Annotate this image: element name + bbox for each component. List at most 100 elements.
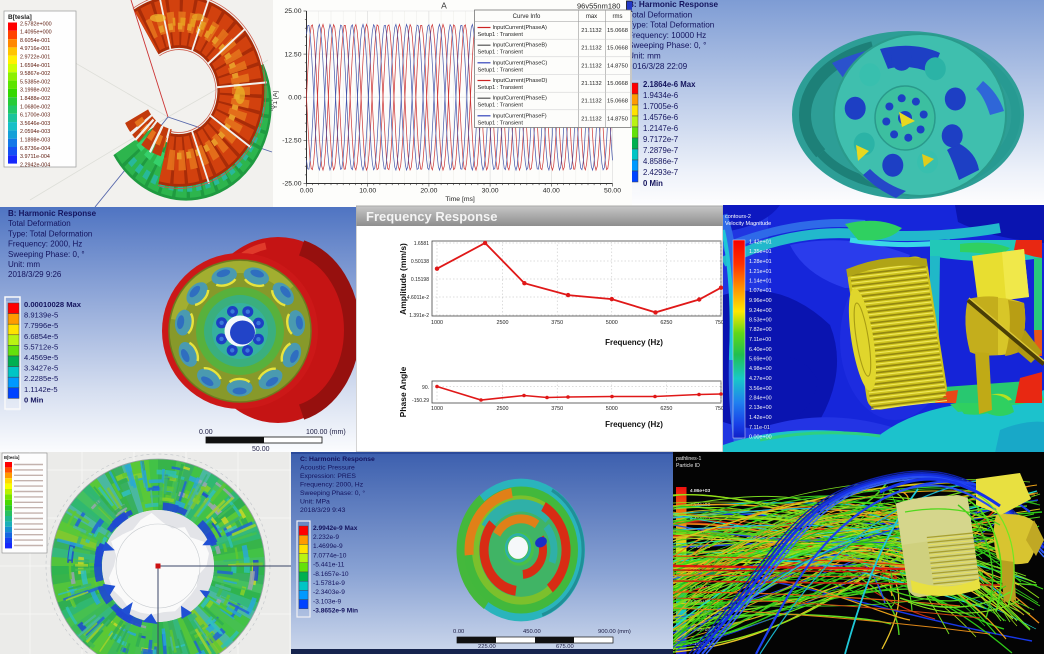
- svg-text:3750: 3750: [551, 320, 563, 326]
- svg-text:7.2879e-7: 7.2879e-7: [643, 146, 678, 155]
- svg-text:96v55nm180: 96v55nm180: [577, 2, 620, 11]
- svg-text:2.4293e-7: 2.4293e-7: [643, 168, 678, 177]
- svg-text:InputCurrent(PhaseC): InputCurrent(PhaseC): [493, 60, 548, 66]
- svg-text:2500: 2500: [497, 320, 509, 326]
- svg-text:Frequency: 10000 Hz: Frequency: 10000 Hz: [628, 31, 706, 40]
- svg-text:max: max: [586, 14, 597, 20]
- svg-text:InputCurrent(PhaseA): InputCurrent(PhaseA): [493, 25, 548, 31]
- svg-text:1.7005e-6: 1.7005e-6: [643, 102, 678, 111]
- svg-text:Expression: PRES: Expression: PRES: [300, 473, 356, 480]
- svg-text:2.2942e-004: 2.2942e-004: [20, 162, 50, 168]
- svg-text:1.391e-2: 1.391e-2: [409, 313, 429, 319]
- svg-text:0.00: 0.00: [288, 95, 301, 102]
- svg-text:Frequency: 2000, Hz: Frequency: 2000, Hz: [300, 482, 364, 489]
- svg-text:7.82e+00: 7.82e+00: [749, 327, 772, 333]
- svg-text:7.7996e-5: 7.7996e-5: [24, 321, 58, 330]
- svg-text:20.00: 20.00: [420, 188, 437, 195]
- svg-text:7500: 7500: [715, 320, 727, 326]
- svg-text:1.8488e-002: 1.8488e-002: [20, 96, 50, 102]
- svg-text:1.1142e-5: 1.1142e-5: [24, 385, 58, 394]
- svg-text:21.1132: 21.1132: [581, 63, 602, 69]
- svg-text:Sweeping Phase: 0, °: Sweeping Phase: 0, °: [300, 489, 365, 497]
- svg-text:50.00: 50.00: [252, 446, 270, 453]
- svg-text:5000: 5000: [606, 406, 618, 412]
- svg-text:Setup1 : Transient: Setup1 : Transient: [478, 103, 524, 109]
- svg-text:50.00: 50.00: [604, 188, 621, 195]
- svg-text:2018/3/29 9:26: 2018/3/29 9:26: [8, 270, 62, 279]
- svg-text:6250: 6250: [660, 406, 672, 412]
- svg-text:1000: 1000: [431, 320, 443, 326]
- svg-text:InputCurrent(PhaseF): InputCurrent(PhaseF): [493, 113, 547, 119]
- svg-text:12.50: 12.50: [284, 51, 301, 58]
- svg-text:1.42e+01: 1.42e+01: [749, 240, 772, 246]
- svg-text:InputCurrent(PhaseD): InputCurrent(PhaseD): [493, 78, 548, 84]
- svg-text:2.84e+00: 2.84e+00: [749, 396, 772, 402]
- svg-text:4.9716e-001: 4.9716e-001: [20, 46, 50, 52]
- svg-text:Type: Total Deformation: Type: Total Deformation: [8, 229, 92, 238]
- svg-text:3.1998e-002: 3.1998e-002: [20, 88, 50, 94]
- svg-text:5.69e+00: 5.69e+00: [749, 357, 772, 363]
- svg-text:2.9942e-9 Max: 2.9942e-9 Max: [313, 525, 358, 532]
- svg-text:2.13e+00: 2.13e+00: [749, 405, 772, 411]
- svg-text:2500: 2500: [497, 406, 509, 412]
- svg-text:4.6011e-2: 4.6011e-2: [407, 295, 429, 301]
- svg-text:Sweeping Phase: 0, °: Sweeping Phase: 0, °: [628, 41, 706, 50]
- svg-text:4.98e+00: 4.98e+00: [749, 366, 772, 372]
- svg-text:3750: 3750: [551, 406, 563, 412]
- svg-text:675.00: 675.00: [556, 644, 574, 650]
- svg-text:15.0668: 15.0668: [607, 28, 628, 34]
- svg-text:10.00: 10.00: [359, 188, 376, 195]
- svg-text:8.9139e-5: 8.9139e-5: [24, 311, 58, 320]
- svg-text:rms: rms: [613, 14, 623, 20]
- svg-text:15.0668: 15.0668: [607, 46, 628, 52]
- svg-text:90.: 90.: [422, 385, 429, 391]
- svg-text:21.1132: 21.1132: [581, 28, 602, 34]
- svg-text:1.21e+01: 1.21e+01: [749, 269, 772, 275]
- svg-text:Velocity Magnitude: Velocity Magnitude: [725, 221, 771, 227]
- svg-text:0.00010028 Max: 0.00010028 Max: [24, 300, 82, 309]
- svg-text:6250: 6250: [660, 320, 672, 326]
- svg-text:1.28e+01: 1.28e+01: [749, 259, 772, 265]
- svg-text:15.0668: 15.0668: [607, 99, 628, 105]
- svg-text:4.27e+00: 4.27e+00: [749, 376, 772, 382]
- svg-text:1.4576e-6: 1.4576e-6: [643, 113, 678, 122]
- svg-text:-150.29: -150.29: [412, 398, 429, 404]
- svg-text:2.232e-9: 2.232e-9: [313, 534, 339, 541]
- svg-text:Setup1 : Transient: Setup1 : Transient: [478, 67, 524, 73]
- svg-text:2.91e+03: 2.91e+03: [690, 599, 710, 605]
- svg-text:B: Harmonic Response: B: Harmonic Response: [628, 0, 719, 9]
- svg-text:9.7172e-7: 9.7172e-7: [643, 135, 678, 144]
- svg-text:21.1132: 21.1132: [581, 116, 602, 122]
- svg-text:B: Harmonic Response: B: Harmonic Response: [8, 209, 97, 218]
- svg-text:5000: 5000: [606, 320, 618, 326]
- svg-text:Frequency (Hz): Frequency (Hz): [605, 420, 663, 429]
- svg-text:Time [ms]: Time [ms]: [445, 196, 475, 203]
- svg-text:-5.441e-11: -5.441e-11: [313, 562, 345, 569]
- svg-text:pathlines-1: pathlines-1: [676, 456, 701, 462]
- svg-text:100.00 (mm): 100.00 (mm): [306, 429, 346, 436]
- svg-text:2016/3/28 22:09: 2016/3/28 22:09: [628, 62, 688, 71]
- svg-text:Phase Angle: Phase Angle: [398, 366, 408, 417]
- svg-text:Total Deformation: Total Deformation: [628, 10, 693, 19]
- svg-text:Curve Info: Curve Info: [513, 14, 541, 20]
- svg-text:4.86e+03: 4.86e+03: [690, 488, 710, 494]
- svg-text:7500: 7500: [715, 406, 727, 412]
- svg-text:-25.00: -25.00: [282, 181, 301, 188]
- svg-text:14.8750: 14.8750: [607, 116, 628, 122]
- svg-text:3.3427e-5: 3.3427e-5: [24, 364, 58, 373]
- svg-text:6.1700e-003: 6.1700e-003: [20, 113, 50, 119]
- svg-text:15.0668: 15.0668: [607, 81, 628, 87]
- svg-text:2.0594e-003: 2.0594e-003: [20, 129, 50, 135]
- svg-text:1.1898e-003: 1.1898e-003: [20, 138, 50, 144]
- svg-text:900.00 (mm): 900.00 (mm): [598, 629, 631, 635]
- svg-text:2.43e+03: 2.43e+03: [690, 627, 710, 633]
- svg-text:Unit: mm: Unit: mm: [628, 52, 661, 61]
- svg-text:Unit: mm: Unit: mm: [8, 260, 40, 269]
- svg-text:8.6054e-001: 8.6054e-001: [20, 38, 50, 44]
- svg-text:6.6854e-5: 6.6854e-5: [24, 332, 58, 341]
- svg-text:6.40e+00: 6.40e+00: [749, 347, 772, 353]
- svg-text:2.5782e+000: 2.5782e+000: [20, 21, 52, 27]
- svg-text:0.00: 0.00: [453, 629, 464, 635]
- svg-text:25.00: 25.00: [284, 8, 301, 15]
- svg-text:9.96e+00: 9.96e+00: [749, 298, 772, 304]
